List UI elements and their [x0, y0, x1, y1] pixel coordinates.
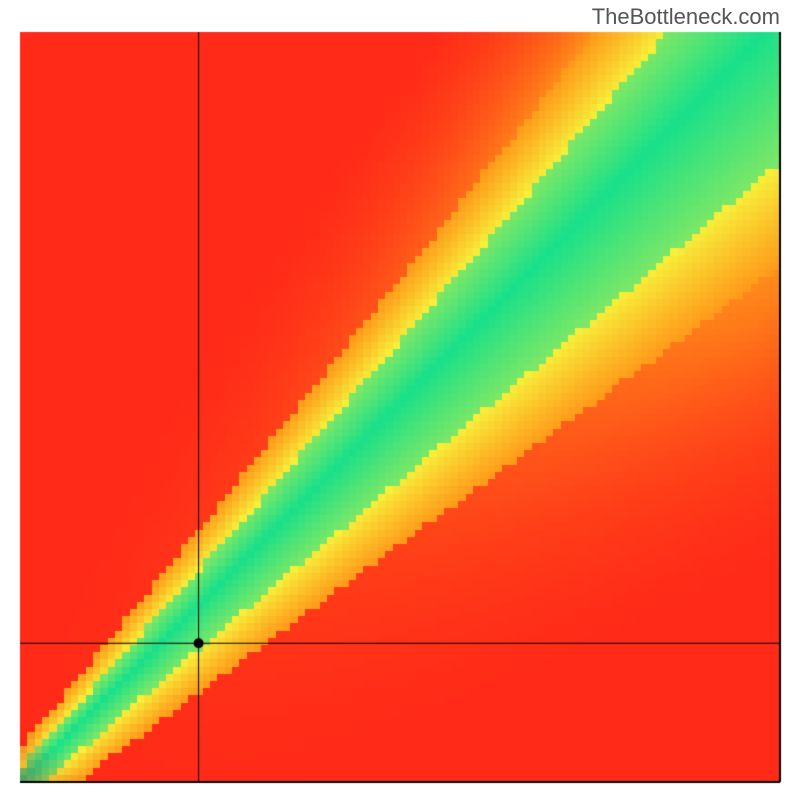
heatmap-canvas [0, 0, 800, 800]
chart-container: TheBottleneck.com [0, 0, 800, 800]
watermark-text: TheBottleneck.com [592, 4, 780, 30]
